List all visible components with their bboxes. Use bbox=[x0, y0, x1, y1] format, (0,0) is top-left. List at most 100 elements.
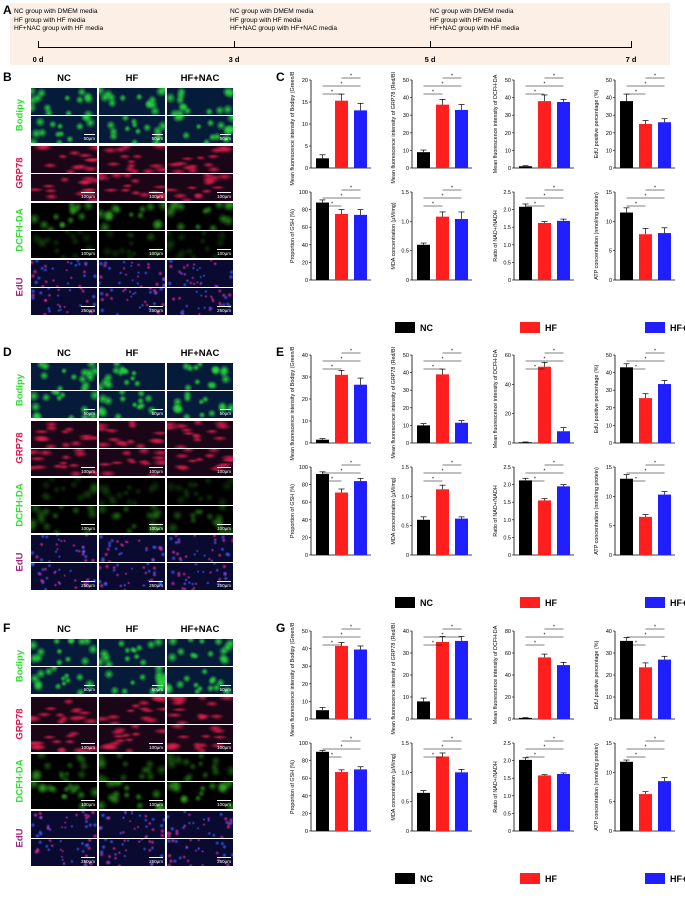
scale-bar-label: 250µm bbox=[81, 308, 95, 313]
bar bbox=[316, 710, 329, 719]
bar bbox=[658, 384, 671, 443]
timeline-box-3: NC group with DMEM media HF group with H… bbox=[430, 8, 519, 34]
micrograph-image bbox=[167, 260, 233, 287]
y-axis-label: Mean fluorescence intensity of DCFH-DA bbox=[493, 74, 499, 173]
y-tick-label: 30 bbox=[302, 664, 308, 670]
significance-star: * bbox=[341, 745, 343, 751]
y-tick-label: 10 bbox=[606, 423, 612, 429]
micrograph-image bbox=[31, 754, 97, 781]
bar bbox=[639, 234, 652, 280]
bar bbox=[639, 516, 652, 555]
y-tick-label: 10 bbox=[606, 148, 612, 154]
micrograph-image bbox=[167, 203, 233, 230]
y-axis-label: Mean fluorescence intensity of Bodipy (G… bbox=[290, 623, 296, 737]
significance-star: * bbox=[442, 745, 444, 751]
column-heading: HF+NAC bbox=[180, 624, 220, 635]
legend-item: NC bbox=[395, 597, 433, 608]
micrograph-image bbox=[99, 260, 165, 287]
y-tick-label: 0.5 bbox=[503, 535, 511, 541]
micrograph-image bbox=[31, 478, 97, 505]
y-tick-label: 20 bbox=[505, 131, 511, 137]
y-axis-label: EdU positive percentage (%) bbox=[594, 640, 600, 709]
micrograph-image: 50µm bbox=[99, 667, 165, 694]
legend-label: HF bbox=[545, 322, 557, 333]
significance-star: * bbox=[350, 461, 352, 467]
micrograph-image: 250µm bbox=[31, 288, 97, 315]
bar bbox=[354, 384, 367, 443]
bar bbox=[436, 216, 449, 280]
significance-star: * bbox=[645, 357, 647, 363]
row-label: EdU bbox=[14, 277, 26, 297]
y-tick-label: 15 bbox=[606, 741, 612, 747]
y-tick-label: 1.5 bbox=[401, 741, 409, 747]
y-tick-label: 40 bbox=[606, 371, 612, 377]
timeline-box-1: NC group with DMEM media HF group with H… bbox=[14, 8, 103, 34]
significance-star: * bbox=[544, 469, 546, 475]
row-label: EdU bbox=[14, 552, 26, 572]
y-tick-label: 60 bbox=[505, 353, 511, 359]
y-tick-label: 0 bbox=[406, 166, 409, 172]
y-tick-label: 20 bbox=[302, 811, 308, 817]
y-tick-label: 0 bbox=[508, 278, 511, 284]
micrograph-image: 50µm bbox=[167, 391, 233, 418]
significance-star: * bbox=[645, 745, 647, 751]
significance-star: * bbox=[534, 641, 536, 647]
scale-bar-label: 100µm bbox=[217, 745, 231, 750]
micrograph-image bbox=[99, 146, 165, 173]
significance-star: * bbox=[350, 186, 352, 192]
y-tick-label: 100 bbox=[299, 741, 308, 747]
y-tick-label: 0 bbox=[305, 441, 308, 447]
micrograph-image bbox=[167, 639, 233, 666]
micrograph-image bbox=[99, 363, 165, 390]
bar bbox=[620, 367, 633, 443]
y-tick-label: 50 bbox=[302, 629, 308, 635]
bar bbox=[519, 717, 532, 719]
y-tick-label: 10 bbox=[606, 219, 612, 225]
bar bbox=[557, 665, 570, 719]
significance-star: * bbox=[654, 186, 656, 192]
bar bbox=[417, 519, 430, 555]
y-tick-label: 30 bbox=[606, 113, 612, 119]
significance-star: * bbox=[451, 461, 453, 467]
column-heading: HF+NAC bbox=[180, 73, 220, 84]
micrograph-image bbox=[167, 421, 233, 448]
significance-star: * bbox=[341, 194, 343, 200]
y-tick-label: 10 bbox=[505, 148, 511, 154]
timeline-day: 5 d bbox=[424, 55, 436, 64]
y-tick-label: 1.0 bbox=[401, 494, 409, 500]
micrograph-image: 100µm bbox=[31, 449, 97, 476]
y-tick-label: 1.5 bbox=[503, 776, 511, 782]
legend-label: HF+NAC bbox=[670, 597, 685, 608]
y-axis-label: MDA concentration (µM/mg) bbox=[391, 202, 397, 269]
y-tick-label: 2.5 bbox=[503, 190, 511, 196]
significance-star: * bbox=[442, 82, 444, 88]
y-tick-label: 30 bbox=[302, 375, 308, 381]
y-axis-label: Mean fluorescence intensity of Bodipy (G… bbox=[290, 72, 296, 186]
y-tick-label: 30 bbox=[505, 113, 511, 119]
y-tick-label: 0 bbox=[305, 829, 308, 835]
significance-star: * bbox=[654, 349, 656, 355]
micrograph-image: 250µm bbox=[31, 563, 97, 590]
bar bbox=[417, 792, 430, 831]
micrograph-image: 50µm bbox=[167, 667, 233, 694]
legend-label: NC bbox=[420, 873, 433, 884]
y-tick-label: 40 bbox=[403, 629, 409, 635]
y-tick-label: 5 bbox=[609, 800, 612, 806]
micrograph-image: 100µm bbox=[167, 725, 233, 752]
y-tick-label: 80 bbox=[302, 759, 308, 765]
significance-star: * bbox=[432, 477, 434, 483]
significance-star: * bbox=[534, 365, 536, 371]
significance-star: * bbox=[432, 365, 434, 371]
micrograph-image: 100µm bbox=[167, 231, 233, 258]
significance-star: * bbox=[553, 625, 555, 631]
y-tick-label: 10 bbox=[302, 419, 308, 425]
timeline-text: HF group with HF media bbox=[14, 16, 86, 24]
scale-bar-label: 100µm bbox=[217, 251, 231, 256]
scale-bar-label: 100µm bbox=[217, 469, 231, 474]
legend-item: HF bbox=[520, 873, 557, 884]
bar bbox=[455, 218, 468, 280]
bar bbox=[658, 781, 671, 831]
timeline-text: HF group with HF media bbox=[430, 16, 502, 24]
legend-swatch bbox=[395, 597, 415, 608]
significance-star: * bbox=[331, 365, 333, 371]
